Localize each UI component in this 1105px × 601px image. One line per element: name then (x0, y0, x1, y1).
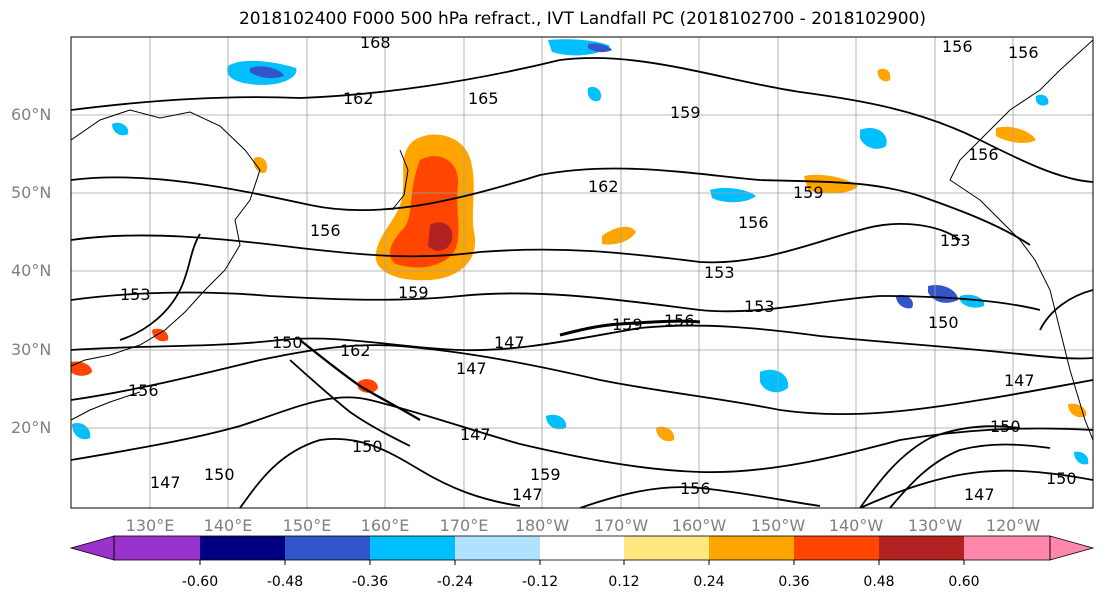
colorbar-segment (114, 536, 200, 560)
refractivity-contours (71, 57, 1093, 508)
lon-label: 140°W (828, 516, 884, 535)
contour-label: 159 (398, 283, 429, 302)
contour-label: 147 (494, 333, 525, 352)
colorbar-segment (624, 536, 709, 560)
contour-label: 150 (1046, 469, 1077, 488)
contour-label: 159 (670, 103, 701, 122)
lon-label: 130°E (125, 516, 175, 535)
lon-label: 150°W (750, 516, 806, 535)
contour-label: 156 (942, 37, 973, 56)
contour-label: 150 (928, 313, 959, 332)
contour-label: 156 (1008, 43, 1039, 62)
contour-label: 153 (704, 263, 735, 282)
colorbar-segment (794, 536, 879, 560)
contour-label: 156 (968, 145, 999, 164)
colorbar-segment (370, 536, 455, 560)
contour-label: 147 (964, 485, 995, 504)
colorbar-segment (964, 536, 1050, 560)
lon-label: 170°W (593, 516, 649, 535)
contour-labels: 168 162 165 159 162 159 156 156 153 153 … (120, 33, 1077, 504)
lat-label: 30°N (11, 340, 52, 359)
contour-label: 156 (664, 311, 695, 330)
lon-label: 170°E (439, 516, 489, 535)
contour-label: 159 (793, 183, 824, 202)
contour-label: 156 (680, 479, 711, 498)
lon-label: 120°W (985, 516, 1041, 535)
lon-label: 160°W (671, 516, 727, 535)
lat-label: 40°N (11, 261, 52, 280)
contour-label: 150 (204, 465, 235, 484)
lon-label: 140°E (203, 516, 253, 535)
negative-shading (72, 39, 1089, 465)
contour-label: 162 (340, 341, 371, 360)
colorbar-tick-label: -0.60 (181, 574, 219, 590)
contour-label: 153 (120, 285, 151, 304)
colorbar-segment (200, 536, 285, 560)
lat-label: 60°N (11, 105, 52, 124)
lat-label: 50°N (11, 183, 52, 202)
lon-label: 160°E (360, 516, 410, 535)
colorbar-ticks (199, 560, 965, 565)
contour-label: 150 (990, 417, 1021, 436)
contour-label: 156 (738, 213, 769, 232)
contour-label: 159 (612, 315, 643, 334)
colorbar (69, 535, 1095, 565)
positive-shading (71, 68, 1087, 442)
colorbar-tick-label: -0.36 (351, 574, 389, 590)
map-title: 2018102400 F000 500 hPa refract., IVT La… (238, 9, 926, 29)
contour-label: 147 (1004, 371, 1035, 390)
contour-label: 147 (456, 359, 487, 378)
colorbar-tick-label: -0.12 (521, 574, 559, 590)
contour-label: 156 (128, 381, 159, 400)
contour-label: 153 (940, 231, 971, 250)
colorbar-tick-label: 0.48 (863, 574, 895, 590)
map-frame (70, 36, 1094, 509)
colorbar-tick-label: 0.36 (778, 574, 810, 590)
contour-label: 165 (468, 89, 499, 108)
colorbar-segment (455, 536, 540, 560)
colorbar-segment (709, 536, 794, 560)
colorbar-extend-min (69, 535, 115, 561)
contour-label: 162 (588, 177, 619, 196)
colorbar-tick-label: 0.12 (608, 574, 640, 590)
colorbar-segment (879, 536, 964, 560)
contour-label: 168 (360, 33, 391, 52)
lon-label: 130°W (907, 516, 963, 535)
colorbar-segments (114, 536, 1050, 560)
colorbar-tick-label: 0.60 (948, 574, 980, 590)
contour-label: 150 (352, 437, 383, 456)
lon-label: 180°W (514, 516, 570, 535)
colorbar-extend-max (1049, 535, 1095, 561)
colorbar-tick-label: 0.24 (693, 574, 725, 590)
contour-label: 147 (150, 473, 181, 492)
coastlines (71, 39, 1093, 441)
colorbar-tick-label: -0.24 (436, 574, 474, 590)
contour-label: 153 (744, 297, 775, 316)
colorbar-tick-label: -0.48 (266, 574, 304, 590)
contour-label: 150 (272, 333, 303, 352)
contour-label: 156 (310, 221, 341, 240)
contour-label: 159 (530, 465, 561, 484)
colorbar-frame (113, 535, 1051, 561)
colorbar-segment (285, 536, 370, 560)
colorbar-segment (540, 536, 624, 560)
contour-label: 147 (512, 485, 543, 504)
contour-label: 147 (460, 425, 491, 444)
contour-label: 162 (343, 89, 374, 108)
map-panel: 168 162 165 159 162 159 156 156 153 153 … (71, 33, 1093, 508)
lon-label: 150°E (282, 516, 332, 535)
lat-label: 20°N (11, 418, 52, 437)
